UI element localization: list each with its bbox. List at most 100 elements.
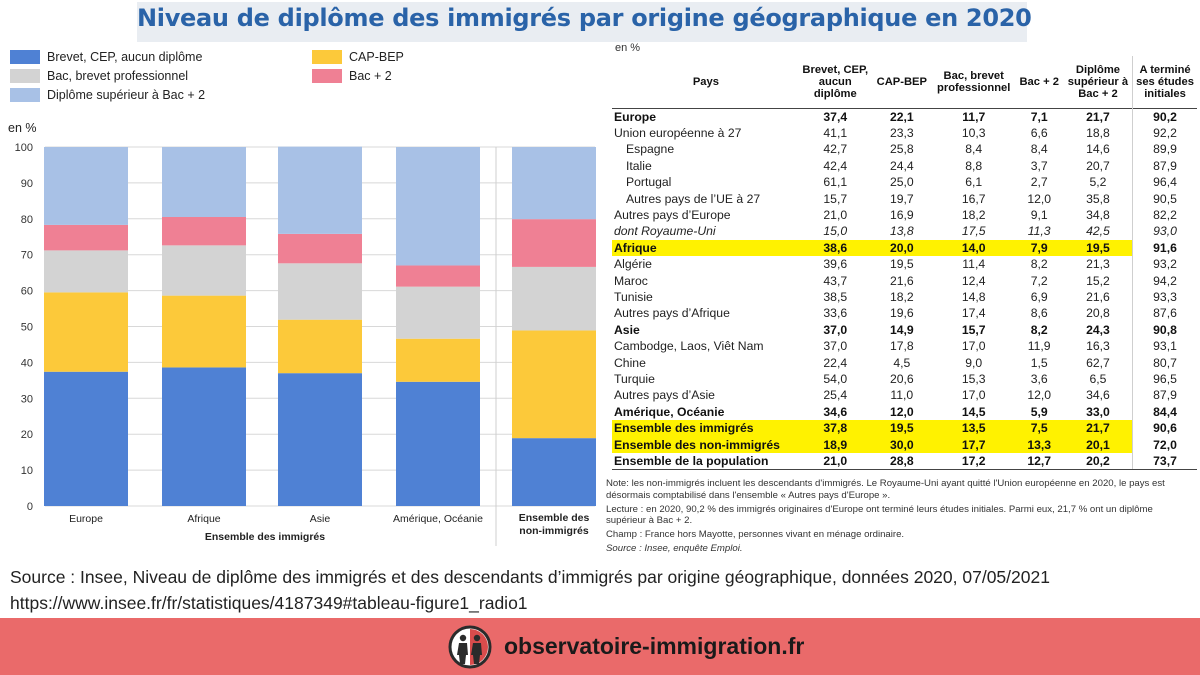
y-tick-label: 40	[21, 357, 33, 369]
table-cell: 18,2	[961, 207, 986, 222]
table-cell: 33,0	[1086, 404, 1110, 419]
table-cell: 19,7	[889, 191, 914, 206]
bar-segment-bac	[512, 266, 596, 331]
table-cell: 23,3	[889, 125, 914, 140]
table-cell: 24,4	[889, 158, 914, 173]
table-cell: 19,5	[889, 257, 914, 272]
table-cell: 28,8	[870, 453, 933, 471]
table-cell: 19,5	[1063, 239, 1133, 257]
table-cell: 15,0	[823, 224, 848, 239]
bar-segment-bac2	[162, 217, 246, 246]
group-label: Ensemble des immigrés	[205, 531, 325, 543]
bar-segment-brevet	[278, 373, 362, 506]
legend-item-sup: Diplôme supérieur à Bac + 2	[10, 88, 205, 102]
table-cell: 8,2	[1030, 257, 1048, 272]
table-cell: 37,0	[823, 322, 848, 337]
table-cell: 93,1	[1132, 338, 1197, 355]
y-tick-label: 70	[21, 250, 33, 262]
table-row: Union européenne à 27 41,1 23,3 10,3 6,6 18,8…	[612, 124, 1197, 142]
table-row: Autres pays d’Asie 25,4 11,0 17,0 12,0 34,6 87…	[612, 387, 1197, 404]
table-cell: 16,7	[961, 191, 986, 206]
bar-segment-bac	[278, 263, 362, 320]
bar-segment-cap	[512, 330, 596, 439]
table-cell: 90,5	[1132, 190, 1197, 207]
table-row: Portugal 61,1 25,0 6,1 2,7 5,2 96,4	[612, 174, 1197, 191]
table-cell: 7,5	[1014, 420, 1064, 437]
bar-segment-bac2	[278, 233, 362, 264]
table-cell: 5,2	[1089, 175, 1107, 190]
table-cell: 6,9	[1030, 289, 1048, 304]
x-tick-label: Amérique, Océanie	[393, 513, 483, 525]
table-header-row: Pays Brevet, CEP, aucun diplôme CAP-BEP …	[612, 56, 1197, 108]
table-cell: 21,0	[799, 453, 871, 471]
bar-segment-bac	[162, 245, 246, 296]
row-label: Ensemble des non-immigrés	[612, 436, 800, 454]
row-label: Afrique	[612, 239, 800, 257]
bar-segment-sup	[396, 147, 480, 266]
row-label: Autres pays d’Asie	[614, 388, 715, 403]
bar-segment-brevet	[162, 367, 246, 506]
header-bac: Bac, brevet professionnel	[937, 69, 1011, 94]
footer-site-name[interactable]: observatoire-immigration.fr	[504, 633, 805, 659]
table-row: Europe 37,4 22,1 11,7 7,1 21,7 90,2	[612, 107, 1197, 125]
bar-segment-cap	[44, 292, 128, 372]
legend-label-bac: Bac, brevet professionnel	[47, 69, 189, 83]
table-cell: 16,9	[889, 207, 914, 222]
table-cell: 14,6	[1086, 142, 1110, 157]
source-url[interactable]: https://www.insee.fr/fr/statistiques/418…	[10, 593, 528, 613]
table-cell: 93,0	[1132, 223, 1197, 240]
y-tick-label: 0	[27, 501, 33, 513]
bar-segment-bac2	[512, 219, 596, 267]
table-cell: 93,3	[1132, 288, 1197, 306]
table-cell: 80,7	[1132, 354, 1197, 371]
row-label: Italie	[626, 158, 652, 173]
table-cell: 38,5	[823, 289, 848, 304]
bar-segment-cap	[396, 338, 480, 382]
legend-label-sup: Diplôme supérieur à Bac + 2	[47, 88, 206, 102]
table-cell: 38,6	[799, 239, 871, 257]
header-finished: A terminé ses études initiales	[1132, 56, 1197, 108]
table-cell: 9,0	[965, 355, 983, 370]
table-cell: 42,7	[823, 142, 848, 157]
table-cell: 15,2	[1086, 273, 1110, 288]
table-cell: 17,7	[932, 436, 1015, 454]
table-cell: 89,9	[1132, 141, 1197, 158]
header-sup: Diplôme supérieur à Bac + 2	[1067, 63, 1129, 100]
bar-segment-brevet	[396, 381, 480, 506]
row-label: Amérique, Océanie	[614, 404, 725, 419]
table-cell: 6,5	[1089, 372, 1107, 386]
table-cell: 14,8	[961, 289, 986, 304]
table-cell: 90,6	[1132, 420, 1197, 437]
table-cell: 96,4	[1132, 174, 1197, 191]
table-row: Autres pays d’Europe 21,0 16,9 18,2 9,1 34,8 8…	[612, 206, 1197, 224]
bar-segment-cap	[278, 319, 362, 374]
table-cell: 39,6	[823, 257, 848, 272]
table-cell: 15,7	[961, 322, 986, 337]
table-cell: 11,0	[890, 388, 914, 403]
table-cell: 14,0	[932, 239, 1015, 257]
y-tick-label: 60	[21, 286, 33, 298]
bar-segment-brevet	[512, 438, 596, 506]
table-cell: 25,8	[889, 142, 914, 157]
table-cell: 14,9	[889, 322, 914, 337]
legend-item-brevet: Brevet, CEP, aucun diplôme	[10, 50, 202, 64]
table-row: Maroc 43,7 21,6 12,4 7,2 15,2 94,2	[612, 272, 1197, 289]
table-cell: 8,6	[1030, 306, 1048, 321]
table-row: Amérique, Océanie 34,6 12,0 14,5 5,9 33,0 84,4	[612, 403, 1197, 421]
y-tick-label: 30	[21, 393, 33, 405]
table-cell: 13,8	[889, 224, 914, 239]
table-cell: 20,6	[889, 372, 914, 386]
table-row: Algérie 39,6 19,5 11,4 8,2 21,3 93,2	[612, 256, 1197, 273]
stacked-bar-chart: en % 0 10 20 30 40 50 60 70 80 90 100 Europe Afrique A…	[8, 121, 596, 546]
table-cell: 17,0	[961, 339, 986, 354]
table-cell: 24,3	[1086, 322, 1110, 337]
table-cell: 84,4	[1132, 403, 1197, 421]
bar-segment-bac	[44, 250, 128, 293]
table-row: Turquie 54,0 20,6 15,3 3,6 6,5 96,5	[612, 371, 1197, 388]
table-cell: 15,7	[823, 191, 848, 206]
table-cell: 73,7	[1132, 453, 1197, 471]
x-tick-label: Asie	[310, 513, 331, 525]
bar-segment-sup	[512, 147, 596, 220]
legend-label-bac2: Bac + 2	[349, 69, 392, 83]
table-cell: 90,8	[1132, 321, 1197, 339]
